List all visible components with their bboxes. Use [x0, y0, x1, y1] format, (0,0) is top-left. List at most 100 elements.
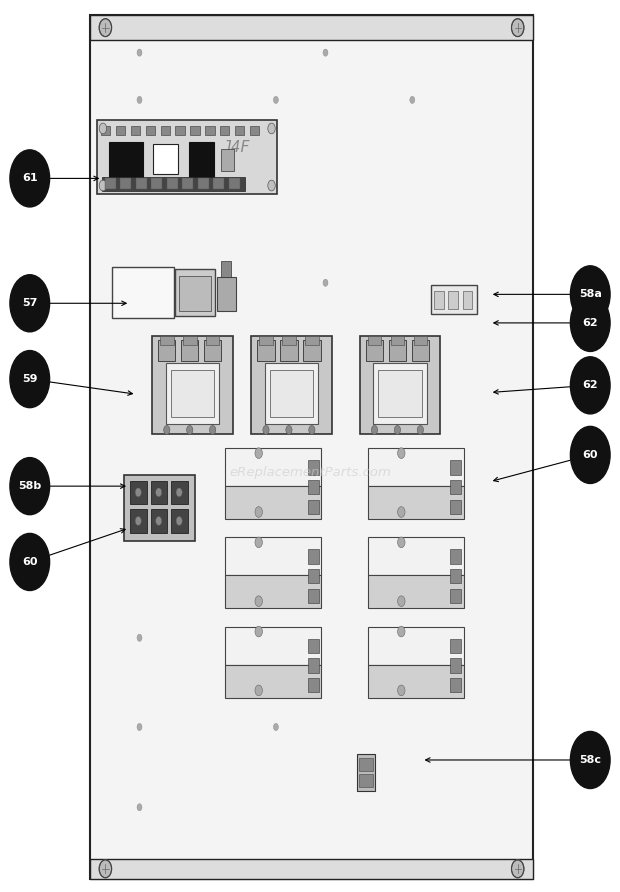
Circle shape — [371, 425, 378, 434]
Circle shape — [263, 425, 269, 434]
Bar — [356, 754, 375, 791]
Text: 58b: 58b — [18, 481, 42, 491]
Circle shape — [137, 723, 142, 731]
Bar — [151, 178, 162, 189]
Bar — [136, 178, 147, 189]
Bar — [170, 370, 214, 417]
Bar — [171, 481, 188, 504]
Bar — [391, 336, 404, 345]
Bar — [450, 658, 461, 673]
Bar — [235, 126, 244, 135]
Bar — [166, 363, 219, 424]
Circle shape — [210, 425, 216, 434]
Bar — [368, 665, 464, 698]
Bar — [204, 340, 221, 361]
Bar — [250, 126, 259, 135]
Bar — [257, 340, 275, 361]
Circle shape — [255, 537, 262, 548]
Bar — [368, 537, 464, 575]
Circle shape — [10, 275, 50, 332]
Bar — [161, 126, 170, 135]
Bar — [146, 126, 155, 135]
Bar — [130, 481, 147, 504]
Bar — [450, 569, 461, 583]
Circle shape — [176, 516, 182, 525]
Bar — [308, 678, 319, 692]
Circle shape — [268, 123, 275, 134]
Circle shape — [512, 19, 524, 37]
Text: 59: 59 — [22, 374, 38, 384]
Circle shape — [156, 516, 162, 525]
Text: 62: 62 — [582, 380, 598, 391]
Bar — [183, 336, 197, 345]
Circle shape — [397, 596, 405, 607]
Circle shape — [570, 357, 610, 414]
Bar — [368, 626, 464, 665]
Text: 61: 61 — [22, 173, 38, 184]
Bar — [105, 178, 116, 189]
Circle shape — [397, 537, 405, 548]
Circle shape — [137, 634, 142, 641]
Bar — [131, 126, 140, 135]
Bar — [97, 120, 277, 194]
Bar — [259, 336, 273, 345]
Circle shape — [255, 448, 262, 458]
Circle shape — [99, 123, 107, 134]
Bar — [282, 336, 296, 345]
Bar — [308, 589, 319, 603]
Bar — [124, 475, 195, 541]
Bar — [450, 589, 461, 603]
Circle shape — [10, 150, 50, 207]
Bar — [368, 575, 464, 608]
Circle shape — [10, 533, 50, 591]
Bar — [221, 261, 231, 277]
Circle shape — [417, 425, 423, 434]
Text: 60: 60 — [22, 557, 38, 567]
Bar — [198, 178, 209, 189]
Circle shape — [135, 488, 141, 497]
Bar — [90, 15, 533, 879]
Bar — [308, 569, 319, 583]
Bar — [189, 142, 214, 178]
Circle shape — [273, 723, 278, 731]
Bar — [179, 276, 211, 311]
Bar — [225, 537, 321, 575]
Bar — [359, 774, 373, 787]
Circle shape — [156, 488, 162, 497]
Bar — [308, 658, 319, 673]
Circle shape — [99, 860, 112, 878]
Bar — [152, 336, 232, 434]
Bar — [220, 126, 229, 135]
Bar — [171, 509, 188, 533]
Bar — [450, 460, 461, 475]
Bar — [90, 15, 533, 40]
Bar — [373, 363, 427, 424]
Circle shape — [255, 626, 262, 637]
Circle shape — [10, 458, 50, 515]
Bar — [151, 509, 167, 533]
Bar — [225, 626, 321, 665]
Circle shape — [410, 96, 415, 103]
Bar — [308, 500, 319, 514]
Bar — [102, 177, 245, 191]
Bar — [450, 500, 461, 514]
Bar — [90, 859, 533, 879]
Bar — [225, 665, 321, 698]
Circle shape — [10, 351, 50, 408]
Bar — [305, 336, 319, 345]
Bar — [181, 340, 198, 361]
Bar — [213, 178, 224, 189]
Bar — [153, 144, 178, 174]
Bar — [389, 340, 406, 361]
Circle shape — [135, 516, 141, 525]
Circle shape — [255, 685, 262, 696]
Bar — [206, 336, 219, 345]
Circle shape — [99, 19, 112, 37]
Circle shape — [397, 448, 405, 458]
Bar — [175, 269, 215, 316]
Text: 62: 62 — [582, 318, 598, 328]
Circle shape — [570, 294, 610, 351]
Bar — [303, 340, 321, 361]
Circle shape — [255, 507, 262, 517]
Circle shape — [187, 425, 193, 434]
